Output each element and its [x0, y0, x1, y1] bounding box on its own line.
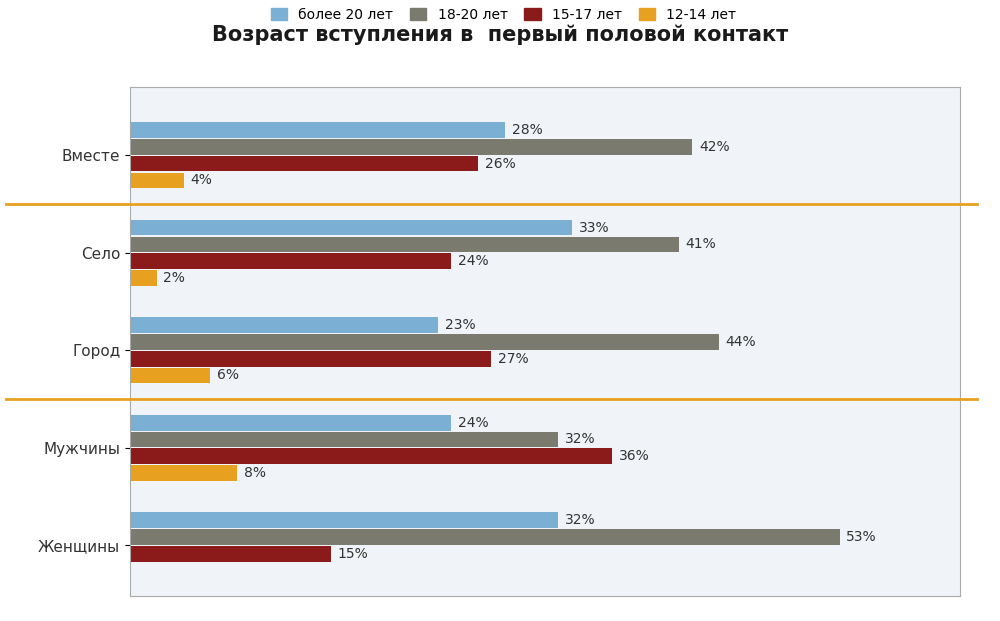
Bar	[130, 334, 719, 350]
Bar	[130, 237, 679, 252]
Bar	[130, 415, 451, 430]
Text: 24%: 24%	[458, 415, 489, 430]
Bar	[130, 122, 505, 138]
Text: 23%: 23%	[445, 318, 475, 332]
Bar	[130, 173, 184, 188]
Bar	[130, 465, 237, 481]
Text: 8%: 8%	[244, 466, 266, 480]
Bar	[130, 546, 331, 561]
Text: 26%: 26%	[485, 156, 516, 171]
Bar	[130, 448, 612, 464]
Bar	[130, 253, 451, 269]
Bar	[130, 368, 210, 383]
Bar	[130, 139, 692, 155]
Text: 28%: 28%	[512, 123, 542, 137]
Text: 32%: 32%	[565, 432, 596, 446]
Bar	[130, 512, 558, 528]
Bar	[130, 220, 572, 235]
Text: Возраст вступления в  первый половой контакт: Возраст вступления в первый половой конт…	[212, 25, 788, 45]
Text: 6%: 6%	[217, 368, 239, 383]
Bar	[130, 351, 491, 366]
Text: 42%: 42%	[699, 140, 730, 154]
Text: 15%: 15%	[338, 547, 368, 561]
Bar	[130, 432, 558, 447]
Bar	[130, 156, 478, 171]
Bar	[130, 317, 438, 333]
Text: 53%: 53%	[846, 530, 877, 544]
Text: 32%: 32%	[565, 514, 596, 527]
Text: 2%: 2%	[163, 271, 185, 285]
Text: 33%: 33%	[578, 220, 609, 235]
Legend: более 20 лет, 18-20 лет, 15-17 лет, 12-14 лет: более 20 лет, 18-20 лет, 15-17 лет, 12-1…	[265, 2, 742, 27]
Text: 36%: 36%	[619, 449, 649, 463]
Bar	[130, 270, 157, 286]
Text: 24%: 24%	[458, 254, 489, 268]
Bar	[130, 529, 840, 545]
Text: 4%: 4%	[190, 173, 212, 188]
Text: 27%: 27%	[498, 351, 529, 366]
Text: 41%: 41%	[686, 237, 716, 252]
Text: 44%: 44%	[726, 335, 756, 349]
